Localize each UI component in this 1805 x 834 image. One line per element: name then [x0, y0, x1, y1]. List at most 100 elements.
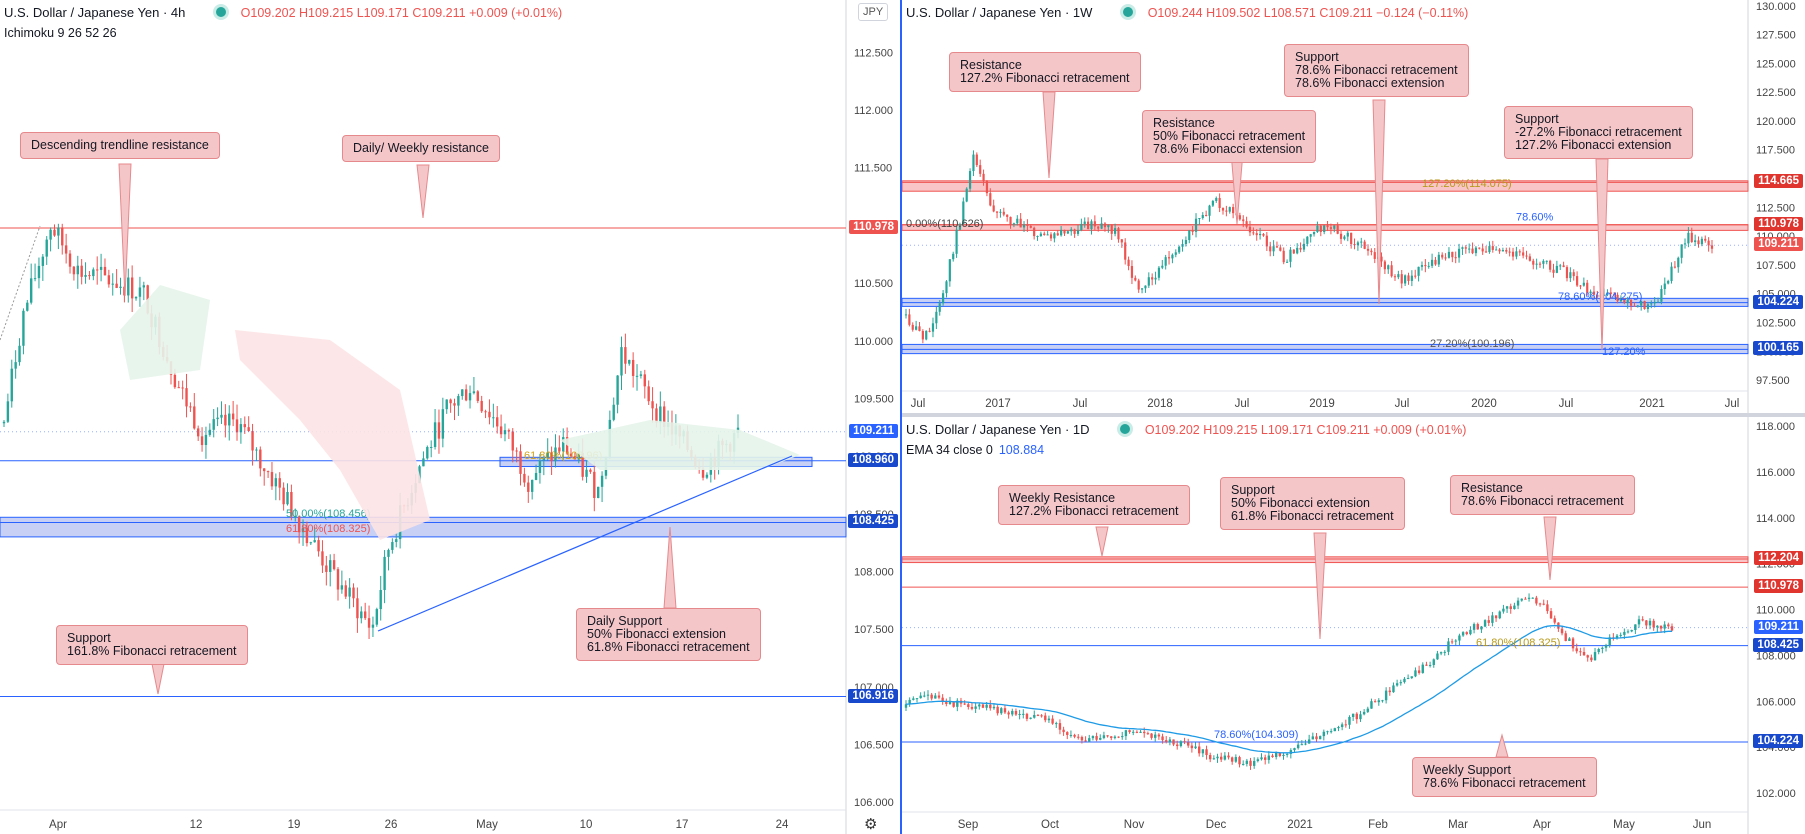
chart-header-1d: U.S. Dollar / Japanese Yen · 1D O109.202…: [906, 421, 1466, 437]
candle-body: [1370, 701, 1373, 709]
candle-body: [596, 486, 600, 498]
candle-body: [948, 259, 951, 282]
candle-body: [1538, 263, 1542, 265]
candle-body: [1360, 241, 1363, 243]
candle-body: [1606, 292, 1609, 295]
market-status-dot: [213, 4, 230, 20]
note-descending-trendline[interactable]: Descending trendline resistance: [20, 132, 220, 159]
pane-divider-vertical[interactable]: [900, 0, 902, 834]
note-weekly-support-78[interactable]: Support 78.6% Fibonacci retracement 78.6…: [1284, 44, 1469, 97]
candle-body: [1586, 655, 1589, 658]
candle-body: [705, 474, 709, 478]
x-tick-label: Apr: [1533, 819, 1551, 831]
candle-body: [2, 421, 6, 424]
candle-body: [1601, 647, 1604, 650]
candle-body: [1151, 277, 1154, 280]
candle-body: [317, 540, 320, 552]
candle-body: [1677, 257, 1680, 268]
x-tick-label: Jul: [911, 398, 926, 410]
candle-body: [492, 417, 495, 419]
candle-body: [527, 482, 530, 492]
candle-body: [1538, 603, 1542, 605]
candle-body: [360, 611, 363, 619]
candle-body: [1212, 758, 1216, 760]
gear-icon[interactable]: ⚙: [864, 816, 878, 833]
candle-body: [329, 560, 332, 572]
candle-body: [1205, 215, 1208, 217]
candle-body: [1593, 652, 1597, 661]
candle-body: [1234, 757, 1238, 762]
candle-body: [1198, 218, 1201, 220]
candle-body: [1315, 736, 1318, 740]
candle-body: [1663, 624, 1666, 629]
note-support-161[interactable]: Support 161.8% Fibonacci retracement: [56, 625, 248, 665]
currency-badge[interactable]: JPY: [858, 3, 889, 21]
chart-4h-canvas[interactable]: 112.500112.000111.500111.000110.500110.0…: [0, 0, 900, 834]
candle-body: [978, 704, 981, 707]
candle-body: [1454, 640, 1457, 642]
note-weekly-resistance-50[interactable]: Resistance 50% Fibonacci retracement 78.…: [1142, 110, 1317, 163]
candle-body: [92, 269, 95, 277]
candle-body: [45, 239, 48, 257]
candle-body: [1414, 670, 1417, 677]
candle-body: [1039, 233, 1042, 236]
candle-body: [1312, 232, 1316, 235]
candle-body: [1450, 641, 1454, 643]
chart-pane-1w[interactable]: 130.000 127.500 125.000 122.500 120.000 117.5…: [902, 0, 1805, 413]
fibonacci-label: 61.80%(108.325): [286, 523, 370, 535]
candle-body: [1545, 260, 1548, 262]
candle-body: [1016, 218, 1019, 224]
note-resistance-78-daily[interactable]: Resistance 78.6% Fibonacci retracement: [1450, 475, 1635, 515]
candle-body: [1683, 243, 1687, 245]
x-tick-label: 2021: [1639, 398, 1665, 410]
candle-body: [18, 345, 21, 363]
chart-pane-4h[interactable]: 112.500112.000111.500111.000110.500110.0…: [0, 0, 900, 834]
candle-body: [68, 253, 72, 267]
y-tick-label: 102.000: [1756, 788, 1796, 800]
note-weekly-support-27[interactable]: Support -27.2% Fibonacci retracement 127…: [1504, 106, 1693, 159]
candle-body: [1043, 233, 1046, 236]
candle-body: [204, 434, 208, 446]
ichimoku-indicator-label[interactable]: Ichimoku 9 26 52 26: [4, 26, 117, 40]
note-weekly-resistance-127[interactable]: Resistance 127.2% Fibonacci retracement: [949, 52, 1141, 92]
y-tick-label: 110.500: [854, 278, 893, 290]
y-tick-label: 112.500: [1756, 202, 1795, 214]
candle-body: [1710, 245, 1714, 249]
candle-body: [1292, 249, 1295, 254]
candle-body: [286, 491, 289, 505]
ema-indicator-label[interactable]: EMA 34 close 0 108.884: [906, 443, 1044, 457]
candle-body: [985, 181, 989, 194]
candle-body: [200, 436, 204, 446]
pane-divider-horizontal[interactable]: [902, 413, 1805, 417]
candle-body: [1531, 597, 1534, 599]
candle-body: [325, 565, 328, 572]
candle-body: [1201, 749, 1205, 754]
note-weekly-support-78-daily[interactable]: Weekly Support 78.6% Fibonacci retraceme…: [1412, 757, 1597, 797]
candle-body: [1572, 272, 1575, 277]
note-daily-support[interactable]: Daily Support 50% Fibonacci extension 61…: [576, 608, 761, 661]
note-daily-weekly-resistance[interactable]: Daily/ Weekly resistance: [342, 135, 500, 162]
y-tick-label: 106.000: [1756, 696, 1796, 708]
candle-body: [1073, 734, 1076, 737]
candle-body: [243, 424, 246, 428]
y-tick-label: 117.500: [1756, 145, 1795, 157]
candle-body: [1392, 685, 1395, 693]
y-tick-label: 110.000: [1756, 605, 1795, 617]
note-weekly-resistance-127-daily[interactable]: Weekly Resistance 127.2% Fibonacci retra…: [998, 485, 1190, 525]
candle-body: [1137, 280, 1140, 290]
candle-body: [519, 451, 522, 474]
candle-body: [1356, 242, 1359, 246]
candle-body: [1134, 277, 1137, 281]
candle-body: [1110, 736, 1113, 738]
candle-body: [904, 704, 908, 708]
candle-body: [41, 256, 45, 266]
candle-body: [1036, 235, 1039, 237]
candle-body: [1252, 761, 1256, 766]
note-support-50-daily[interactable]: Support 50% Fibonacci extension 61.8% Fi…: [1220, 477, 1405, 530]
price-tag: 110.978: [1754, 579, 1803, 594]
y-tick-label: 110.000: [854, 336, 893, 348]
candle-body: [1097, 226, 1100, 229]
ichimoku-cloud: [120, 285, 210, 380]
chart-pane-1d[interactable]: 118.000116.000114.000112.000110.000108.0…: [902, 417, 1805, 834]
candle-body: [589, 469, 592, 472]
